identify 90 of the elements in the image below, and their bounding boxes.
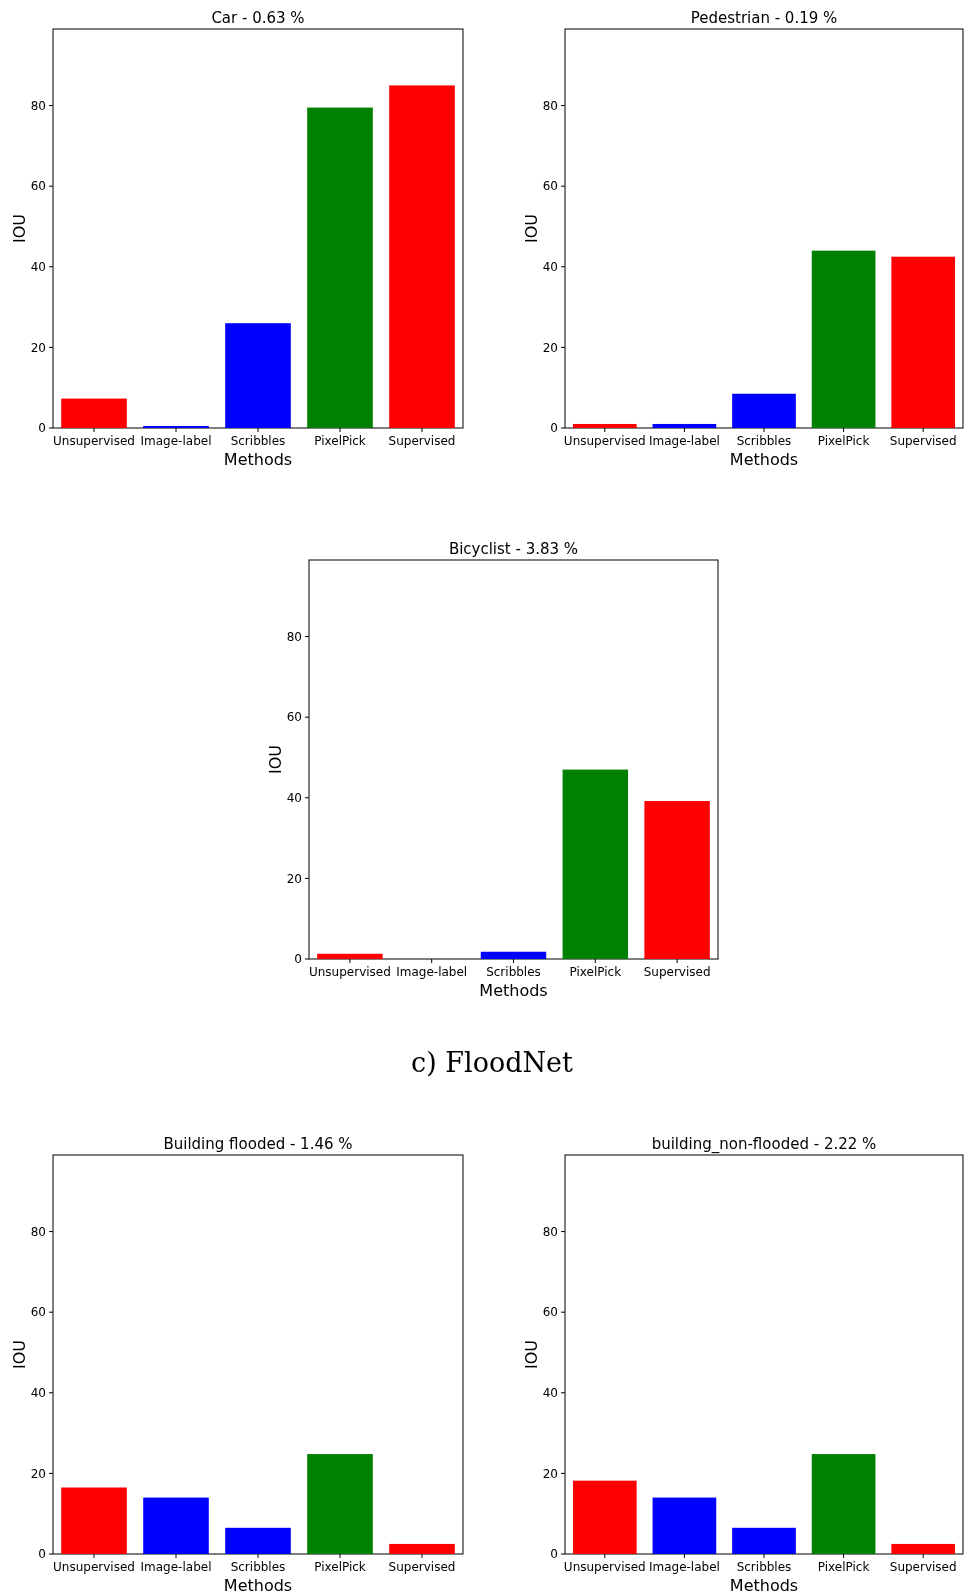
bar (811, 1454, 876, 1554)
x-tick-label: Image-label (648, 434, 720, 448)
x-tick-label: Scribbles (230, 1560, 286, 1574)
x-tick-label: PixelPick (817, 1560, 870, 1574)
bar (732, 1527, 796, 1554)
x-axis-title: Methods (729, 1576, 799, 1592)
x-tick-label: Supervised (889, 1560, 957, 1574)
x-tick-label: Scribbles (486, 965, 541, 979)
x-tick-label: Supervised (889, 434, 957, 448)
bar (225, 323, 291, 428)
bar (143, 1497, 209, 1554)
bar (317, 953, 383, 959)
y-tick-label: 20 (542, 1466, 558, 1481)
y-tick-label: 60 (542, 179, 558, 194)
bar (480, 951, 547, 959)
y-tick-label: 20 (30, 1466, 46, 1481)
x-tick-label: PixelPick (817, 434, 870, 448)
y-tick-label: 40 (286, 790, 302, 805)
bar (732, 393, 796, 428)
y-tick-label: 60 (30, 179, 46, 194)
chart-title: building_non-flooded - 2.22 % (651, 1135, 877, 1154)
y-tick-label: 20 (542, 340, 558, 355)
bar (307, 1454, 373, 1554)
bar (389, 85, 455, 428)
x-tick-label: Image-label (648, 1560, 720, 1574)
bar (61, 1487, 127, 1554)
bar (811, 250, 876, 428)
y-tick-label: 0 (38, 1547, 46, 1562)
x-tick-label: Image-label (140, 1560, 212, 1574)
text: c) FloodNet (411, 1047, 574, 1078)
y-tick-label: 80 (30, 98, 46, 113)
x-tick-label: Scribbles (736, 1560, 792, 1574)
x-tick-label: PixelPick (314, 1560, 366, 1574)
x-tick-label: Unsupervised (563, 1560, 646, 1574)
y-tick-label: 80 (286, 629, 302, 644)
y-tick-label: 40 (542, 1385, 558, 1400)
x-tick-label: Unsupervised (53, 434, 135, 448)
x-axis-title: Methods (729, 450, 799, 469)
bar (891, 1543, 956, 1554)
y-tick-label: 0 (294, 952, 302, 967)
y-tick-label: 0 (550, 421, 558, 436)
y-tick-label: 60 (30, 1305, 46, 1320)
x-tick-label: PixelPick (314, 434, 366, 448)
bar (307, 107, 373, 428)
bar (562, 769, 629, 959)
y-tick-label: 80 (30, 1224, 46, 1239)
x-axis-title: Methods (223, 1576, 293, 1592)
y-tick-label: 60 (286, 710, 302, 725)
y-axis-title: IOU (10, 1339, 29, 1370)
x-tick-label: Supervised (388, 1560, 456, 1574)
y-tick-label: 40 (542, 259, 558, 274)
bar (572, 1480, 637, 1554)
bar (652, 1497, 717, 1554)
y-axis-title: IOU (522, 213, 541, 244)
x-tick-label: Image-label (140, 434, 212, 448)
x-tick-label: Scribbles (230, 434, 286, 448)
bar (143, 425, 209, 428)
bar (225, 1527, 291, 1554)
y-axis-title: IOU (522, 1339, 541, 1370)
x-tick-label: Supervised (643, 965, 711, 979)
bar (61, 398, 127, 428)
bar (572, 423, 637, 428)
y-tick-label: 40 (30, 259, 46, 274)
x-tick-label: Unsupervised (308, 965, 391, 979)
y-tick-label: 80 (542, 1224, 558, 1239)
x-tick-label: Unsupervised (53, 1560, 135, 1574)
y-tick-label: 60 (542, 1305, 558, 1320)
y-axis-title: IOU (10, 213, 29, 244)
chart-title: Car - 0.63 % (211, 9, 305, 27)
x-axis-title: Methods (223, 450, 293, 469)
x-tick-label: Supervised (388, 434, 456, 448)
bar (389, 1543, 455, 1554)
bar (891, 256, 956, 428)
y-axis-title: IOU (266, 744, 285, 775)
x-tick-label: Unsupervised (563, 434, 646, 448)
x-tick-label: Scribbles (736, 434, 792, 448)
y-tick-label: 40 (30, 1385, 46, 1400)
y-tick-label: 0 (550, 1547, 558, 1562)
bar (652, 423, 717, 428)
chart-title: Pedestrian - 0.19 % (690, 9, 838, 27)
bar (644, 801, 710, 959)
chart-title: Building flooded - 1.46 % (163, 1135, 353, 1153)
y-tick-label: 80 (542, 98, 558, 113)
chart-title: Bicyclist - 3.83 % (448, 540, 579, 558)
y-tick-label: 20 (30, 340, 46, 355)
x-axis-title: Methods (479, 981, 548, 1000)
x-tick-label: Image-label (396, 965, 468, 979)
y-tick-label: 0 (38, 421, 46, 436)
y-tick-label: 20 (286, 871, 302, 886)
x-tick-label: PixelPick (569, 965, 622, 979)
